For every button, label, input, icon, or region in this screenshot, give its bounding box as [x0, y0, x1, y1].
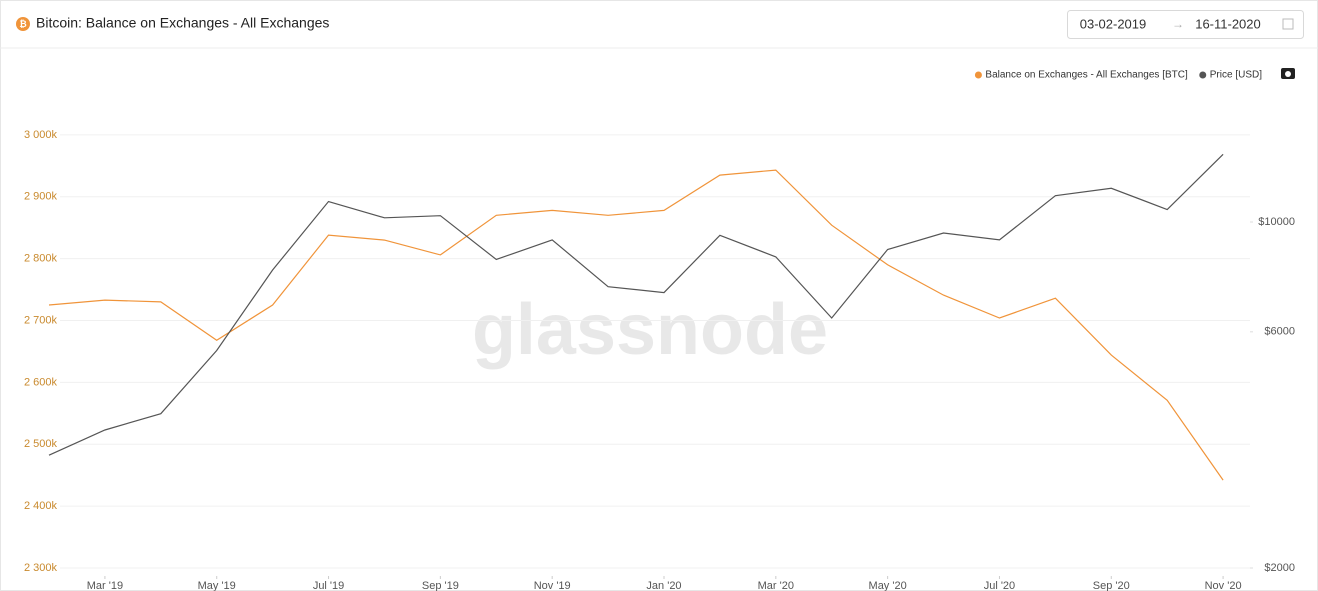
x-tick-label: Mar '20	[758, 580, 794, 591]
y-tick-label: 2 400k	[24, 500, 58, 512]
y-tick-label: 2 500k	[24, 438, 58, 450]
y-tick-label: 2 700k	[24, 314, 58, 326]
series-line	[48, 153, 1224, 456]
date-end[interactable]: 16-11-2020	[1195, 16, 1261, 31]
x-tick-label: Nov '20	[1205, 580, 1242, 591]
y-tick-label: 2 800k	[24, 253, 58, 265]
x-tick-label: Sep '20	[1093, 580, 1130, 591]
y2-tick-label: $10000	[1258, 216, 1295, 228]
y2-tick-label: $2000	[1264, 562, 1295, 574]
x-tick-label: May '19	[198, 580, 236, 591]
y-tick-label: 3 000k	[24, 129, 58, 141]
calendar-icon[interactable]	[1282, 18, 1294, 30]
y-tick-label: 2 300k	[24, 562, 58, 574]
x-tick-label: Mar '19	[87, 580, 123, 591]
x-tick-label: Nov '19	[534, 580, 571, 591]
legend-swatch	[1199, 71, 1207, 79]
y-tick-label: 2 900k	[24, 191, 58, 203]
x-tick-label: May '20	[869, 580, 907, 591]
series-line	[48, 169, 1224, 481]
camera-lens	[1285, 71, 1291, 77]
x-tick-label: Jul '20	[984, 580, 1015, 591]
x-tick-label: Jan '20	[646, 580, 681, 591]
date-arrow: →	[1172, 17, 1184, 31]
chart: glassnode 2 300k 2 400k 2 500k 2 600k 2 700k 2…	[24, 70, 1295, 591]
watermark: glassnode	[472, 290, 828, 370]
legend-swatch	[974, 71, 982, 79]
date-picker[interactable]	[1067, 10, 1304, 39]
y2-tick-label: $6000	[1264, 326, 1295, 338]
date-start[interactable]: 03-02-2019	[1080, 16, 1147, 31]
x-tick-label: Sep '19	[422, 580, 459, 591]
bitcoin-icon-glyph: ₿	[19, 19, 26, 29]
y-tick-label: 2 600k	[24, 376, 58, 388]
legend-label: Balance on Exchanges - All Exchanges [BT…	[985, 70, 1188, 81]
page-title: Bitcoin: Balance on Exchanges - All Exch…	[36, 15, 329, 31]
x-tick-label: Jul '19	[313, 580, 344, 591]
legend-label: Price [USD]	[1210, 70, 1262, 81]
bitcoin-icon	[16, 17, 30, 31]
